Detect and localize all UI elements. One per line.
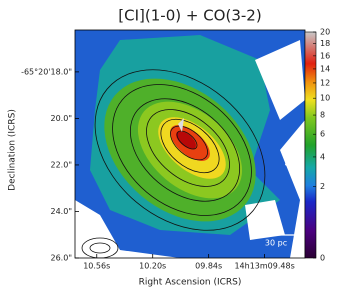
colorbar-tick-label: 12 [320,78,330,87]
y-tick-label: 20.0" [51,114,73,123]
colorbar-tick-label: 18 [320,39,330,48]
colorbar-tick-label: 10 [320,94,330,103]
colorbar-tick-label: 8 [320,111,325,120]
map-image [75,30,305,258]
colorbar-tick-label: 6 [320,130,325,139]
colorbar [304,31,317,259]
x-axis-label: Right Ascension (ICRS) [139,278,242,288]
y-tick-label: 22.0" [51,160,73,169]
colorbar-tick-label: 16 [320,51,330,60]
scalebar-label: 30 pc [265,239,287,248]
colorbar-tick-label: 0 [320,254,325,263]
y-axis-label: Declination (ICRS) [8,109,18,191]
x-tick-label: 14h13m09.48s [234,262,294,271]
y-tick-label: -65°20'18.0" [21,67,72,76]
x-tick-label: 10.20s [139,262,166,271]
colorbar-tick-label: 4 [320,152,325,161]
y-tick-label: 24.0" [51,207,73,216]
colorbar-tick-label: 20 [320,28,330,37]
y-tick-label: 26.0" [51,254,73,263]
colorbar-tick-label: 2 [320,182,325,191]
x-tick-label: 09.84s [195,262,222,271]
x-tick-label: 10.56s [83,262,110,271]
colorbar-tick-label: 14 [320,64,330,73]
chart-title: [CI](1-0) + CO(3-2) [118,7,261,25]
